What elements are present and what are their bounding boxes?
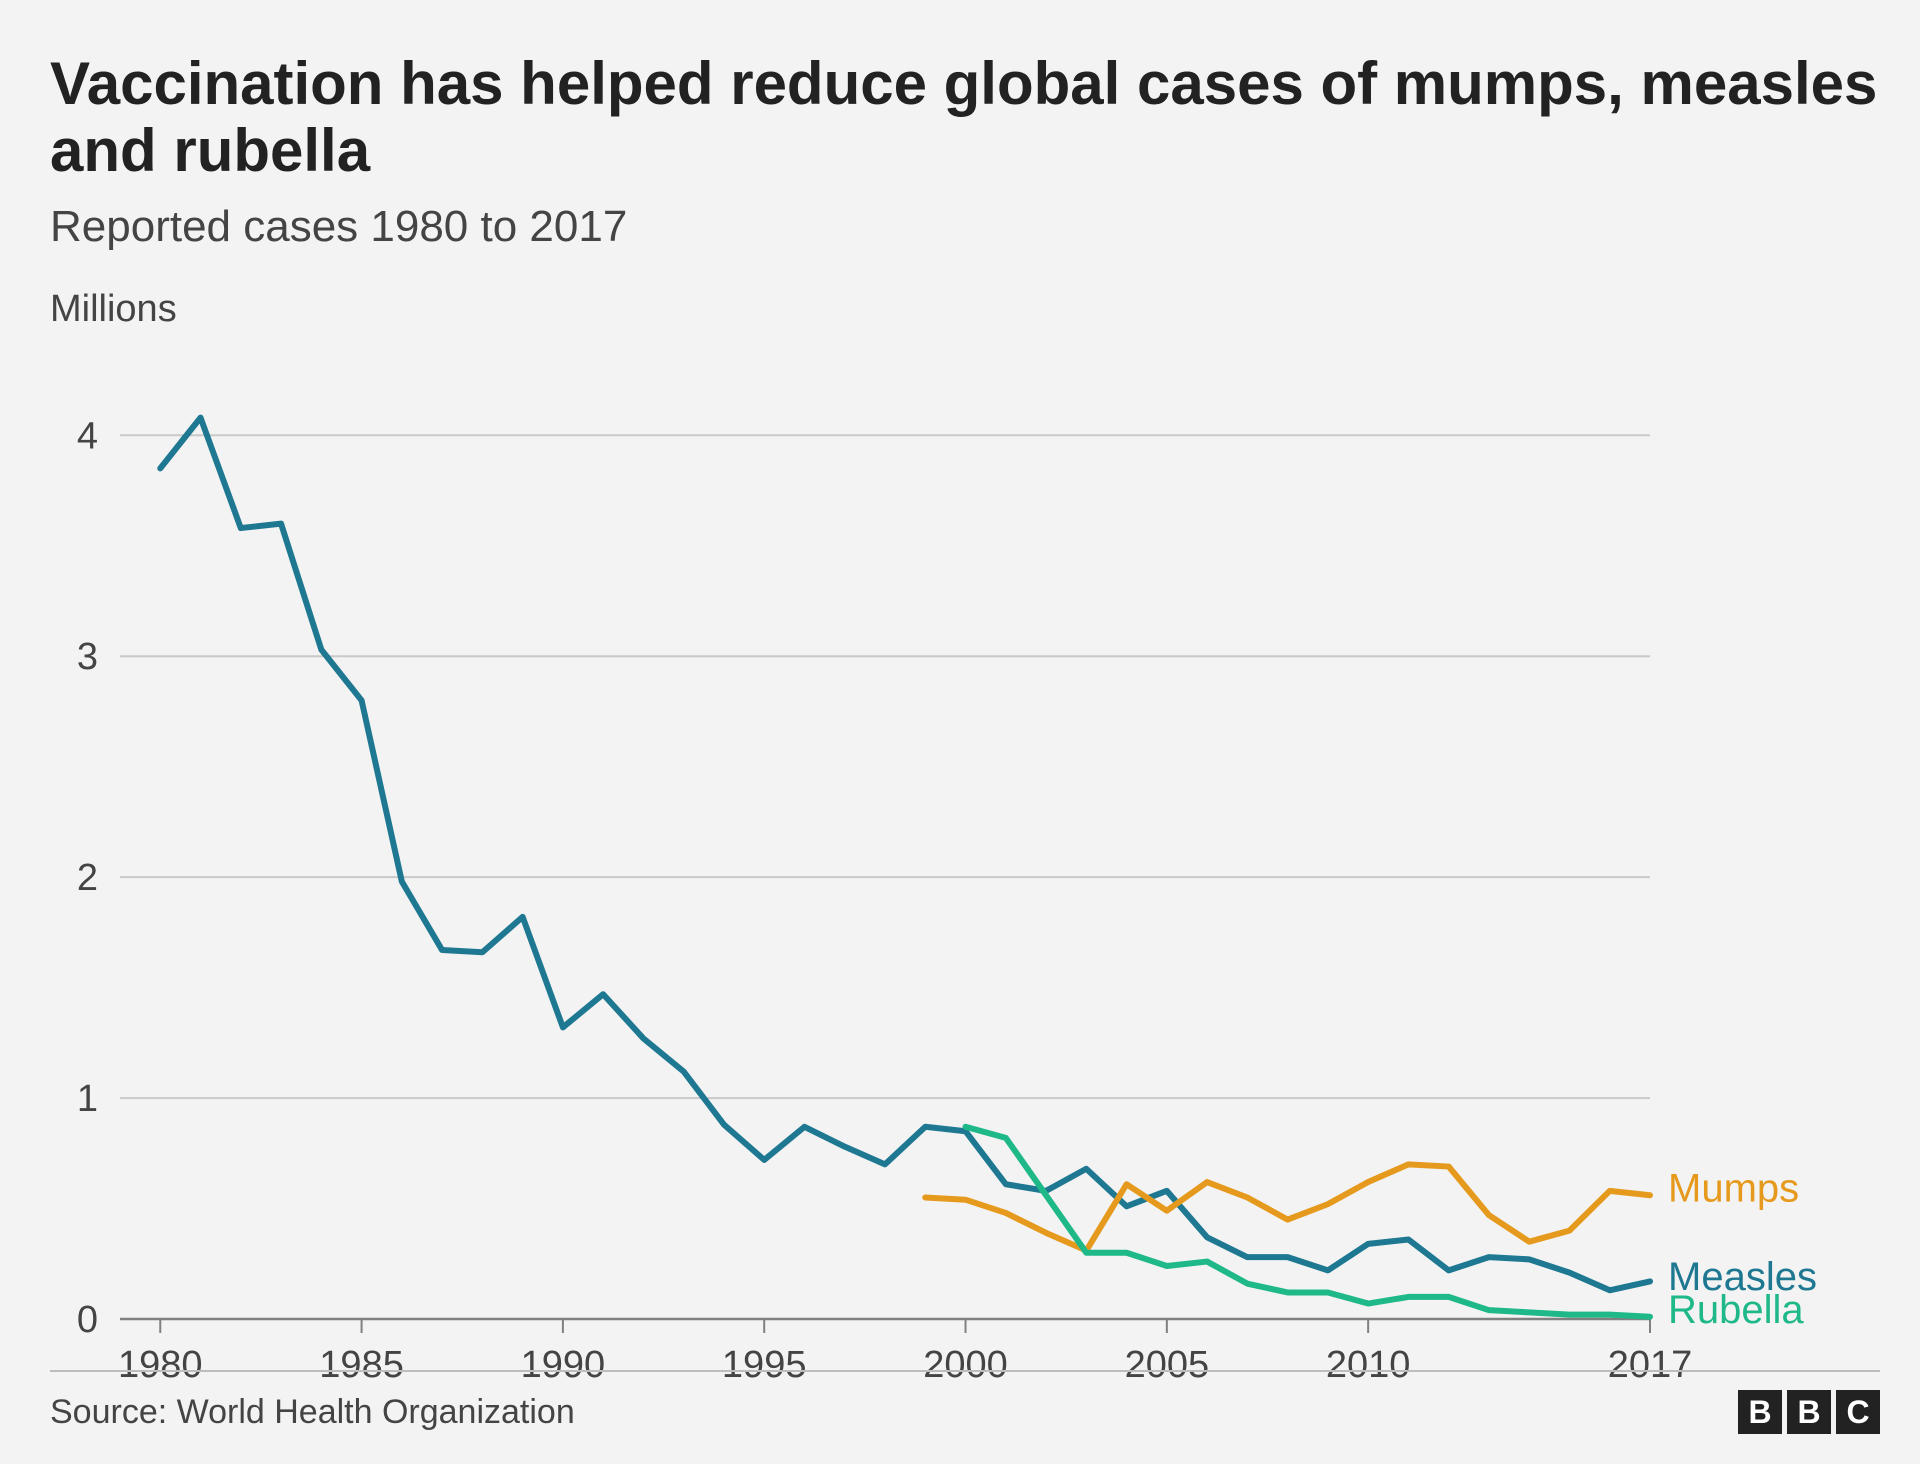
y-tick-label: 4	[77, 416, 98, 458]
plot-wrapper: 0123419801985199019952000200520102017Mea…	[50, 339, 1880, 1399]
y-tick-label: 3	[77, 637, 98, 679]
bbc-logo-b1: B	[1738, 1390, 1782, 1434]
chart-title: Vaccination has helped reduce global cas…	[50, 50, 1880, 184]
source-text: Source: World Health Organization	[50, 1393, 575, 1432]
series-measles	[160, 418, 1650, 1291]
chart-container: Vaccination has helped reduce global cas…	[0, 0, 1920, 1464]
series-rubella	[966, 1127, 1650, 1317]
y-tick-label: 1	[77, 1078, 98, 1120]
y-tick-label: 0	[77, 1299, 98, 1341]
bbc-logo-b2: B	[1787, 1390, 1831, 1434]
bbc-logo-c: C	[1836, 1390, 1880, 1434]
line-chart: 0123419801985199019952000200520102017Mea…	[50, 339, 1880, 1399]
chart-subtitle: Reported cases 1980 to 2017	[50, 202, 1880, 252]
chart-footer: Source: World Health Organization B B C	[50, 1370, 1880, 1434]
y-tick-label: 2	[77, 858, 98, 900]
y-axis-label: Millions	[50, 288, 1880, 331]
series-label-mumps: Mumps	[1668, 1167, 1799, 1211]
series-label-rubella: Rubella	[1668, 1288, 1804, 1332]
bbc-logo: B B C	[1738, 1390, 1880, 1434]
